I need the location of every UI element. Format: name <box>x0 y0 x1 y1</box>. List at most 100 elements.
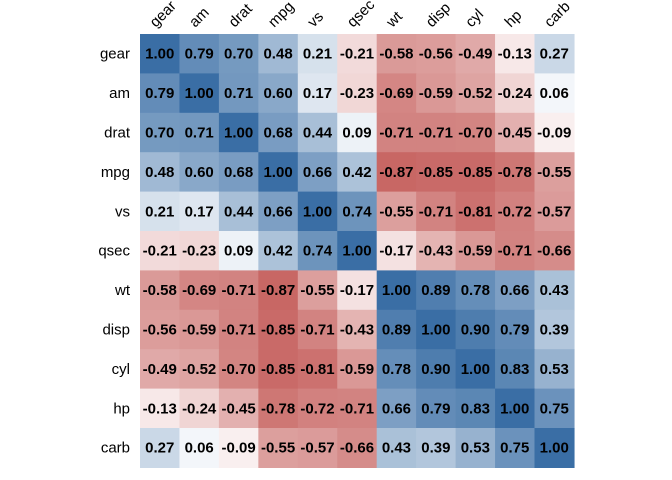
heatmap-cell <box>140 428 181 468</box>
heatmap-cell <box>376 428 417 468</box>
heatmap-cell <box>258 73 299 114</box>
cell-value-label: 0.17 <box>185 203 214 220</box>
heatmap-cell <box>218 388 259 429</box>
cell-value-label: -0.70 <box>458 125 492 142</box>
heatmap-cell <box>534 112 575 153</box>
heatmap-cell <box>140 270 181 311</box>
heatmap-cell <box>455 34 496 74</box>
heatmap-cell <box>179 231 220 271</box>
heatmap-cell <box>416 231 457 271</box>
cell-value-label: 0.53 <box>461 440 490 457</box>
heatmap-cell <box>337 231 378 271</box>
cell-value-label: -0.58 <box>379 46 413 63</box>
column-label: carb <box>541 0 574 31</box>
cell-value-label: -0.23 <box>340 85 374 102</box>
cell-value-label: -0.17 <box>340 282 374 299</box>
cell-value-label: 0.42 <box>342 164 371 181</box>
heatmap-cell <box>218 231 259 271</box>
heatmap-cell <box>179 152 220 193</box>
cell-value-label: -0.09 <box>537 125 571 142</box>
column-label: am <box>186 4 213 31</box>
heatmap-cell <box>376 309 417 350</box>
column-label: gear <box>147 0 180 31</box>
heatmap-cell <box>218 309 259 350</box>
cell-value-label: -0.57 <box>300 440 334 457</box>
cell-value-label: -0.71 <box>222 322 256 339</box>
cell-value-label: -0.69 <box>182 282 216 299</box>
cell-value-label: -0.85 <box>458 164 492 181</box>
heatmap-cell <box>258 191 299 232</box>
cell-value-label: 0.71 <box>185 125 214 142</box>
heatmap-cell <box>258 388 299 429</box>
column-label: vs <box>304 8 327 31</box>
cell-value-label: -0.13 <box>498 46 532 63</box>
cell-value-label: -0.81 <box>300 361 334 378</box>
cell-value-label: -0.69 <box>379 85 413 102</box>
cell-value-label: 0.09 <box>224 243 253 260</box>
cell-value-label: 0.74 <box>303 243 333 260</box>
cell-value-label: -0.43 <box>340 322 374 339</box>
heatmap-cell <box>495 428 536 468</box>
cell-value-label: -0.71 <box>340 400 374 417</box>
heatmap-cell <box>297 112 338 153</box>
cell-value-label: 0.79 <box>500 322 529 339</box>
heatmap-cell <box>495 270 536 311</box>
heatmap-cell <box>534 388 575 429</box>
cell-value-label: -0.71 <box>379 125 413 142</box>
cell-value-label: 0.66 <box>303 164 332 181</box>
cell-value-label: 1.00 <box>500 400 529 417</box>
column-label: drat <box>225 0 256 31</box>
heatmap-cell <box>376 152 417 193</box>
cell-value-label: -0.71 <box>222 282 256 299</box>
cell-value-label: 0.53 <box>540 361 569 378</box>
heatmap-cell <box>140 309 181 350</box>
row-label: cyl <box>112 361 130 378</box>
heatmap-cell <box>179 349 220 390</box>
cell-value-label: 1.00 <box>303 203 332 220</box>
cell-value-label: -0.78 <box>498 164 532 181</box>
cell-value-label: 0.90 <box>461 322 490 339</box>
heatmap-cell <box>218 270 259 311</box>
heatmap-cell <box>179 112 220 153</box>
heatmap-cell <box>455 388 496 429</box>
cell-value-label: 0.43 <box>382 440 411 457</box>
heatmap-cell <box>534 191 575 232</box>
cell-value-label: 0.70 <box>145 125 174 142</box>
cell-value-label: 0.60 <box>263 85 292 102</box>
heatmap-cell <box>140 349 181 390</box>
heatmap-cell <box>179 309 220 350</box>
heatmap-cell <box>179 388 220 429</box>
heatmap-cell <box>534 231 575 271</box>
heatmap-cell <box>258 428 299 468</box>
cell-value-label: -0.24 <box>498 85 533 102</box>
cell-value-label: -0.55 <box>300 282 334 299</box>
cell-value-label: 0.79 <box>185 46 214 63</box>
cell-value-label: -0.56 <box>419 46 453 63</box>
cell-value-label: -0.70 <box>222 361 256 378</box>
cell-value-label: 1.00 <box>224 125 253 142</box>
heatmap-cell <box>416 191 457 232</box>
heatmap-cell <box>297 34 338 74</box>
cell-value-label: -0.87 <box>261 282 295 299</box>
cell-value-label: 0.78 <box>461 282 490 299</box>
heatmap-cell <box>258 112 299 153</box>
cell-value-label: -0.52 <box>458 85 492 102</box>
heatmap-cell <box>416 349 457 390</box>
heatmap-cell <box>455 309 496 350</box>
cell-value-label: -0.56 <box>143 322 177 339</box>
cell-value-label: -0.57 <box>537 203 571 220</box>
heatmap-cell <box>416 309 457 350</box>
heatmap-cell <box>495 152 536 193</box>
heatmap-cell <box>179 34 220 74</box>
cell-value-label: 0.06 <box>185 440 214 457</box>
cell-value-label: -0.24 <box>182 400 217 417</box>
cell-value-label: 1.00 <box>461 361 490 378</box>
cell-value-label: -0.49 <box>458 46 492 63</box>
cell-value-label: -0.55 <box>537 164 571 181</box>
column-label: cyl <box>462 6 487 31</box>
cell-value-label: 0.74 <box>342 203 372 220</box>
heatmap-cell <box>179 270 220 311</box>
heatmap-cell <box>376 388 417 429</box>
cell-value-label: 0.39 <box>421 440 450 457</box>
